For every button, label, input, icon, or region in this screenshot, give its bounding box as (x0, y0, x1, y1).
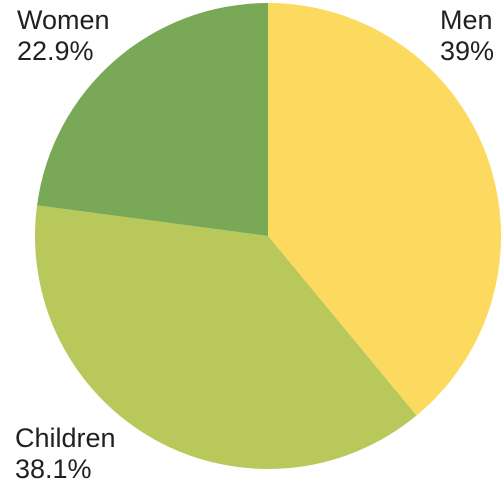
slice-value-children: 38.1% (15, 454, 92, 484)
slice-name-children: Children (15, 423, 116, 453)
slice-value-women: 22.9% (17, 36, 94, 66)
pie-slices (35, 2, 502, 469)
slice-label-women: Women 22.9% (17, 5, 110, 67)
slice-label-children: Children 38.1% (15, 423, 116, 485)
pie-slice-children (35, 205, 417, 469)
pie-slice-women (37, 3, 268, 236)
slice-label-men: Men 39% (440, 5, 494, 67)
slice-value-men: 39% (440, 36, 495, 66)
pie-slice-men (268, 2, 502, 416)
slice-name-women: Women (17, 5, 110, 35)
slice-name-men: Men (440, 5, 493, 35)
